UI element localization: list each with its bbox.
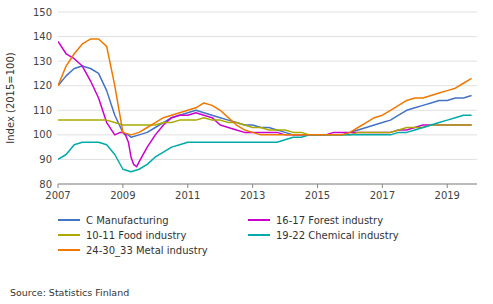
series-line <box>58 66 472 137</box>
x-tick-label: 2019 <box>435 190 460 201</box>
y-tick-label: 90 <box>39 154 52 165</box>
legend-swatch <box>58 219 80 221</box>
x-tick <box>382 184 383 188</box>
x-tick-label: 2011 <box>175 190 200 201</box>
grid-line <box>58 36 477 37</box>
x-tick <box>58 184 59 188</box>
source-note: Source: Statistics Finland <box>10 287 129 298</box>
legend-swatch <box>58 249 80 251</box>
x-tick <box>122 184 123 188</box>
grid-line <box>58 85 477 86</box>
y-tick-label: 150 <box>33 7 52 18</box>
y-tick-label: 110 <box>33 105 52 116</box>
y-tick-label: 100 <box>33 129 52 140</box>
legend: C Manufacturing 16-17 Forest industry 10-1… <box>58 215 399 257</box>
x-tick-label: 2017 <box>370 190 395 201</box>
x-tick <box>252 184 253 188</box>
grid-line <box>58 159 477 160</box>
grid-line <box>58 12 477 13</box>
series-line <box>58 39 472 135</box>
plot-area <box>58 39 472 172</box>
legend-label: 16-17 Forest industry <box>276 215 383 226</box>
legend-label: 19-22 Chemical industry <box>276 230 399 241</box>
chart: 80 90 100 110 120 130 140 150 2007 2009 2011 2013 20… <box>0 0 493 304</box>
legend-label: C Manufacturing <box>86 215 169 226</box>
y-tick-label: 80 <box>39 179 52 190</box>
series-line <box>58 41 472 166</box>
x-tick <box>187 184 188 188</box>
legend-label: 10-11 Food industry <box>86 230 186 241</box>
series-line <box>58 115 472 172</box>
legend-swatch <box>248 234 270 236</box>
x-tick <box>317 184 318 188</box>
x-axis-line <box>58 184 477 185</box>
legend-swatch <box>58 234 80 236</box>
x-tick-label: 2007 <box>45 190 70 201</box>
x-tick-label: 2015 <box>305 190 330 201</box>
grid-line <box>58 184 477 185</box>
y-tick-label: 120 <box>33 80 52 91</box>
y-tick-label: 130 <box>33 56 52 67</box>
x-tick-label: 2009 <box>110 190 135 201</box>
x-tick-label: 2013 <box>240 190 265 201</box>
y-axis-label: Index (2015=100) <box>5 52 16 144</box>
y-tick-label: 140 <box>33 31 52 42</box>
grid-line <box>58 110 477 111</box>
grid-line <box>58 61 477 62</box>
legend-label: 24-30_33 Metal industry <box>86 245 208 257</box>
x-tick <box>447 184 448 188</box>
legend-swatch <box>248 219 270 221</box>
